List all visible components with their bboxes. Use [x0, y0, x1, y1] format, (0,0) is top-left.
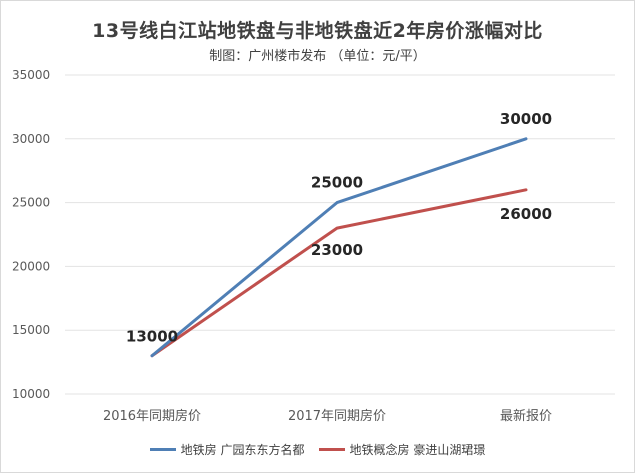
y-tick-label: 25000 — [12, 196, 50, 210]
series-line-2 — [150, 188, 528, 358]
chart-subtitle: 制图：广州楼市发布 （单位：元/平） — [209, 49, 426, 64]
y-tick-label: 15000 — [12, 323, 50, 337]
y-tick-label: 35000 — [12, 68, 50, 82]
legend-item-series-2: 地铁概念房 豪进山湖珺璟 — [318, 441, 486, 458]
data-label: 30000 — [500, 110, 552, 128]
y-tick-label: 20000 — [12, 259, 50, 273]
x-tick-label: 2017年同期房价 — [288, 408, 386, 424]
legend-swatch-series-1 — [149, 448, 176, 451]
data-label: 23000 — [311, 241, 363, 259]
data-label: 25000 — [311, 174, 363, 192]
chart-legend: 地铁房 广园东东方名都 地铁概念房 豪进山湖珺璟 — [0, 441, 635, 458]
series-line-1 — [150, 137, 528, 358]
y-tick-label: 10000 — [12, 387, 50, 401]
legend-label-series-1: 地铁房 广园东东方名都 — [180, 443, 305, 457]
legend-label-series-2: 地铁概念房 豪进山湖珺璟 — [349, 443, 486, 457]
chart-title: 13号线白江站地铁盘与非地铁盘近2年房价涨幅对比 — [92, 20, 543, 42]
data-label: 13000 — [126, 328, 178, 346]
x-tick-label: 2016年同期房价 — [103, 408, 201, 424]
legend-item-series-1: 地铁房 广园东东方名都 — [149, 441, 305, 458]
legend-swatch-series-2 — [318, 448, 345, 451]
data-label: 26000 — [500, 205, 552, 223]
y-tick-label: 30000 — [12, 132, 50, 146]
x-tick-label: 最新报价 — [500, 408, 552, 424]
